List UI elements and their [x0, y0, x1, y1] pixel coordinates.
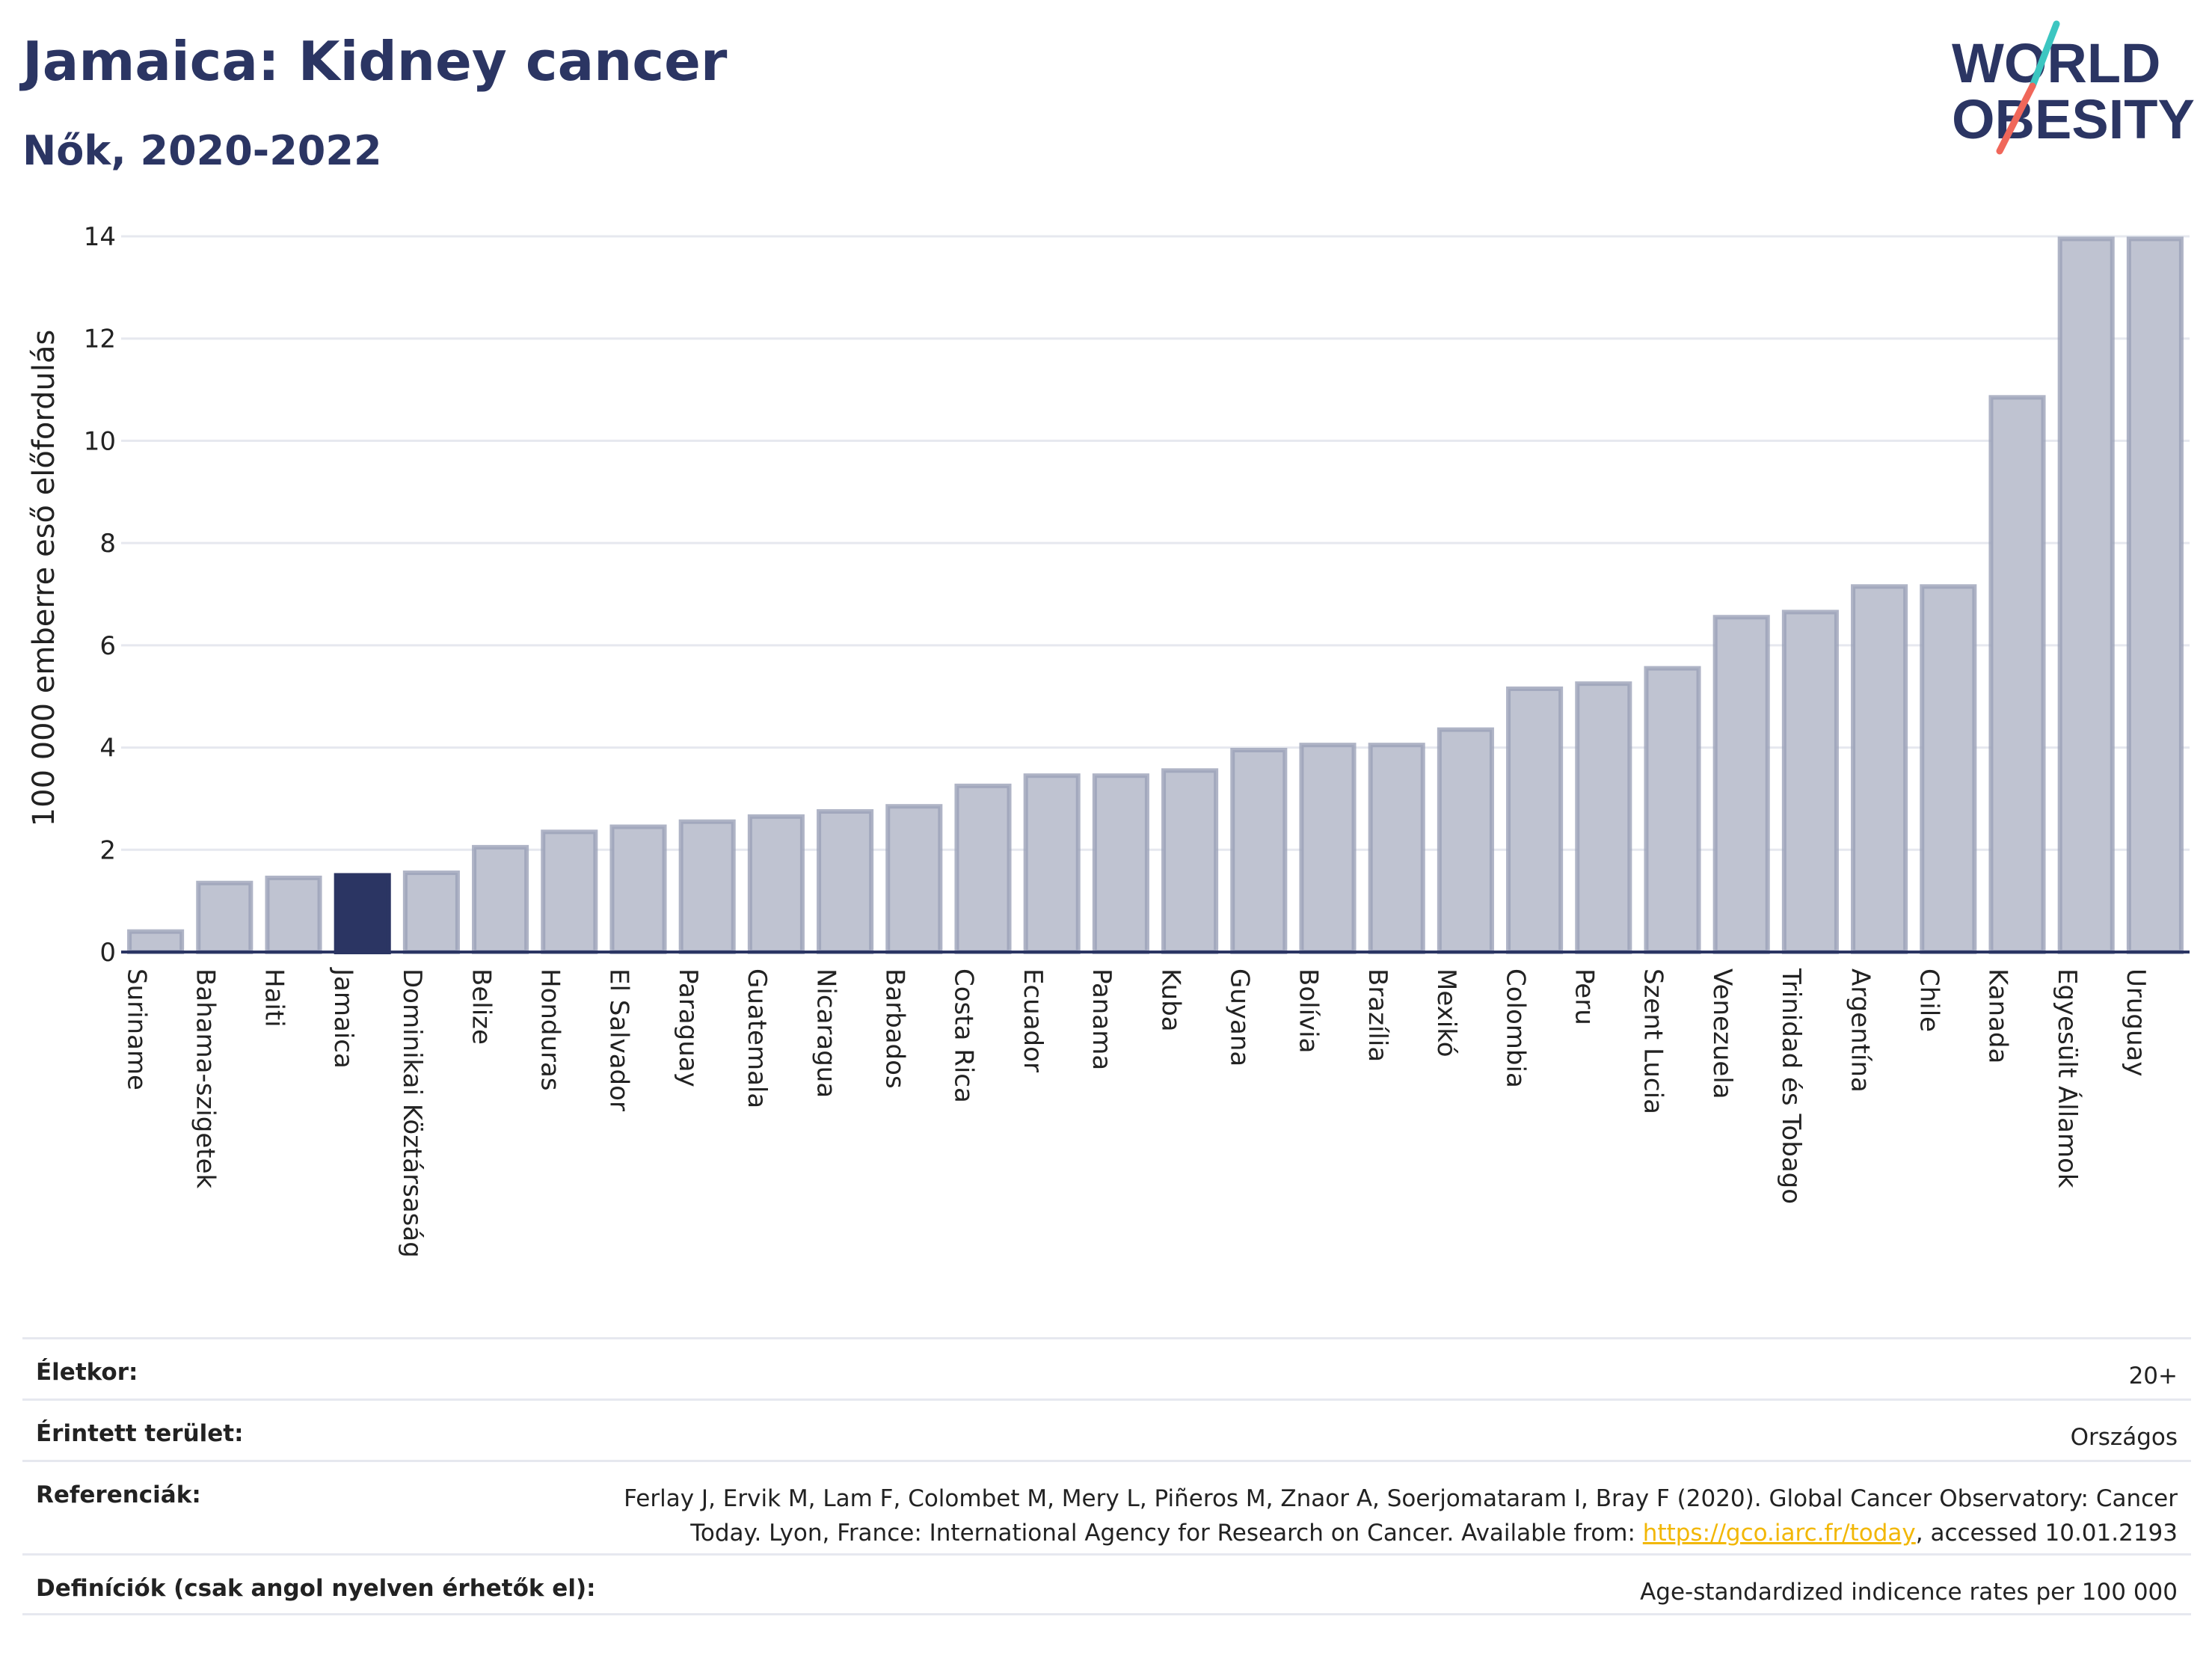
bar-guatemala[interactable] — [747, 814, 805, 954]
x-tick-label: Mexikó — [1431, 968, 1461, 1057]
chart-subtitle: Nők, 2020-2022 — [22, 127, 382, 174]
y-tick-label: 8 — [99, 529, 116, 559]
age-value: 20+ — [2128, 1363, 2178, 1390]
references-label: Referenciák: — [36, 1481, 201, 1508]
info-table: Életkor: 20+ Érintett terület: Országos … — [22, 1337, 2191, 1615]
age-label: Életkor: — [36, 1359, 138, 1386]
bar-guyana[interactable] — [1230, 747, 1288, 954]
info-row-age: Életkor: 20+ — [22, 1337, 2191, 1398]
x-tick-label: Honduras — [535, 968, 565, 1091]
reference-line-2-start: Today. Lyon, France: International Agenc… — [690, 1520, 1643, 1547]
chart-title: Jamaica: Kidney cancer — [22, 30, 728, 93]
grid-lines: 0 2 4 6 8 10 12 14 — [84, 222, 2190, 968]
bar-nicaragua[interactable] — [817, 809, 874, 955]
definitions-label: Definíciók (csak angol nyelven érhetők e… — [36, 1575, 596, 1602]
reference-line-2-end: , accessed 10.01.2193 — [1915, 1520, 2178, 1547]
bar-belize[interactable] — [472, 844, 529, 954]
x-tick-label: Uruguay — [2121, 968, 2151, 1077]
bar-szent-lucia[interactable] — [1644, 666, 1701, 954]
x-tick-label: Kuba — [1155, 968, 1185, 1032]
area-value: Országos — [2070, 1424, 2178, 1451]
definitions-value: Age-standardized indicence rates per 100… — [1640, 1579, 2178, 1606]
bar-kanada[interactable] — [1988, 395, 2046, 954]
x-tick-label: Peru — [1570, 968, 1600, 1025]
references-value: Ferlay J, Ervik M, Lam F, Colombet M, Me… — [624, 1481, 2178, 1550]
bar-suriname[interactable] — [127, 929, 185, 955]
logo-text-world: WORLD — [1952, 32, 2161, 94]
area-label: Érintett terület: — [36, 1420, 244, 1447]
x-tick-label: Paraguay — [673, 968, 703, 1087]
x-tick-label: Venezuela — [1707, 968, 1737, 1099]
x-tick-label: Nicaragua — [811, 968, 841, 1098]
x-tick-label: Brazília — [1362, 968, 1392, 1062]
bar-bahama-szigetek[interactable] — [196, 880, 254, 954]
info-row-references: Referenciák: Ferlay J, Ervik M, Lam F, C… — [22, 1460, 2191, 1553]
y-tick-label: 6 — [99, 631, 116, 661]
x-tick-label: Chile — [1914, 968, 1944, 1032]
bars: Suriname Bahama-szigetek Haiti Jamaica Domin… — [121, 236, 2184, 1258]
info-row-definitions: Definíciók (csak angol nyelven érhetők e… — [22, 1553, 2191, 1613]
bar-argentína[interactable] — [1851, 584, 1908, 954]
bar-haiti[interactable] — [265, 875, 322, 954]
y-tick-label: 12 — [84, 325, 116, 354]
bar-venezuela[interactable] — [1712, 615, 1770, 955]
x-tick-label: Guyana — [1225, 968, 1255, 1066]
bar-ecuador[interactable] — [1023, 773, 1081, 954]
x-tick-label: Jamaica — [328, 967, 358, 1069]
bar-costa-rica[interactable] — [954, 783, 1012, 955]
x-tick-label: Trinidad és Tobago — [1776, 968, 1806, 1204]
x-tick-label: Dominikai Köztársaság — [397, 968, 427, 1258]
x-tick-label: Panama — [1087, 968, 1116, 1070]
y-tick-label: 2 — [99, 835, 116, 865]
y-tick-label: 4 — [99, 734, 116, 764]
bar-chile[interactable] — [1920, 584, 1977, 954]
info-row-area: Érintett terület: Országos — [22, 1398, 2191, 1460]
x-tick-label: Bahama-szigetek — [191, 968, 221, 1189]
logo-text-obesity: OBESITY — [1952, 88, 2195, 150]
reference-link[interactable]: https://gco.iarc.fr/today — [1642, 1520, 1916, 1547]
bar-mexikó[interactable] — [1437, 727, 1494, 954]
logo-slash-top — [2029, 20, 2060, 90]
x-tick-label: Belize — [466, 968, 496, 1045]
bar-paraguay[interactable] — [678, 819, 736, 954]
x-tick-label: El Salvador — [604, 968, 634, 1111]
x-tick-label: Szent Lucia — [1638, 968, 1668, 1114]
x-tick-label: Argentína — [1845, 968, 1875, 1093]
bar-barbados[interactable] — [885, 804, 943, 954]
bar-uruguay[interactable] — [2126, 236, 2184, 955]
x-tick-label: Egyesült Államok — [2052, 968, 2083, 1188]
bar-kuba[interactable] — [1161, 768, 1219, 955]
bar-bolívia[interactable] — [1299, 743, 1357, 954]
x-tick-label: Bolívia — [1294, 968, 1324, 1053]
info-table-bottom-border — [22, 1613, 2191, 1615]
x-tick-label: Kanada — [1983, 968, 2013, 1063]
x-tick-label: Costa Rica — [949, 968, 979, 1103]
bar-colombia[interactable] — [1506, 686, 1564, 954]
y-tick-label: 0 — [99, 938, 116, 968]
bar-trinidad-és-tobago[interactable] — [1781, 610, 1839, 954]
bar-panama[interactable] — [1092, 773, 1149, 954]
bar-peru[interactable] — [1575, 681, 1632, 954]
bar-jamaica[interactable] — [334, 873, 391, 955]
logo-slash-bottom — [1996, 82, 2036, 155]
y-tick-label: 14 — [84, 222, 116, 252]
x-tick-label: Haiti — [259, 968, 289, 1028]
x-tick-label: Ecuador — [1018, 968, 1048, 1072]
bar-honduras[interactable] — [541, 829, 598, 954]
bar-chart: 0 2 4 6 8 10 12 14 Suriname Bahama-szigetek Haiti… — [27, 222, 2190, 1258]
x-tick-label: Colombia — [1500, 968, 1530, 1088]
y-axis-label: 100 000 emberre eső előfordulás — [27, 330, 61, 827]
bar-dominikai-köztársaság[interactable] — [402, 871, 460, 955]
x-tick-label: Barbados — [880, 968, 910, 1089]
bar-brazília[interactable] — [1368, 743, 1425, 954]
bar-el-salvador[interactable] — [609, 824, 667, 955]
world-obesity-logo: WORLD OBESITY — [1952, 20, 2195, 155]
x-tick-label: Suriname — [121, 968, 151, 1090]
bar-egyesült-államok[interactable] — [2057, 236, 2115, 955]
reference-line-1: Ferlay J, Ervik M, Lam F, Colombet M, Me… — [624, 1485, 2178, 1512]
y-tick-label: 10 — [84, 426, 116, 456]
x-tick-label: Guatemala — [742, 968, 772, 1108]
